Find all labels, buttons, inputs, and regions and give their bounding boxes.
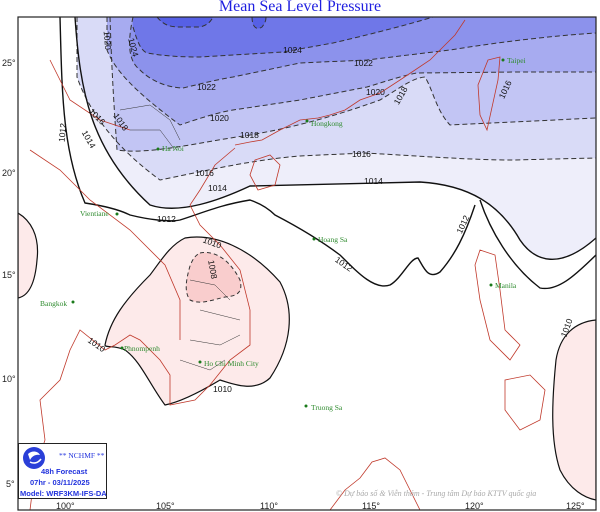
- contour-label: 1020: [366, 87, 385, 97]
- contour-label: 1024: [126, 37, 141, 58]
- contour-label: 1014: [364, 176, 383, 186]
- lat-tick: 20°: [2, 168, 16, 178]
- contour-label: 1024: [283, 45, 302, 55]
- lon-tick: 125°: [566, 501, 585, 511]
- isobar-1022: [129, 17, 596, 89]
- city-marker: [501, 58, 505, 62]
- lat-tick: 5°: [6, 479, 15, 489]
- province-borders: [119, 104, 241, 371]
- contour-label: 1016: [352, 149, 371, 159]
- city-label: Hoang Sa: [318, 235, 348, 244]
- map-frame: [17, 16, 597, 511]
- lon-tick: 105°: [156, 501, 175, 511]
- contour-label: 1012: [157, 214, 176, 224]
- forecast-label: 48h Forecast: [41, 467, 88, 476]
- contour-label: 1020: [102, 31, 114, 51]
- city-marker: [71, 300, 75, 304]
- city-label: Taipei: [507, 56, 526, 65]
- contour-label: 1012: [57, 122, 69, 142]
- agency-label: ** NCHMF **: [59, 451, 105, 460]
- city-marker: [305, 119, 309, 123]
- city-marker: [156, 147, 160, 151]
- lon-tick: 120°: [465, 501, 484, 511]
- low-west: [18, 212, 39, 299]
- city-label: Ha Noi: [162, 144, 184, 153]
- forecast-legend: ** NCHMF ** 48h Forecast 07hr - 03/11/20…: [18, 443, 107, 499]
- band-1010: [104, 236, 290, 406]
- city-marker: [304, 404, 308, 408]
- city-label: Truong Sa: [311, 403, 343, 412]
- lon-tick: 100°: [56, 501, 75, 511]
- city-marker: [489, 283, 493, 287]
- city-label: Vientiane: [80, 209, 109, 218]
- contour-label: 1010: [213, 384, 232, 394]
- coastline-china: [234, 19, 466, 146]
- band-1024: [133, 17, 433, 57]
- lat-tick: 25°: [2, 58, 16, 68]
- city-label: Manila: [495, 281, 517, 290]
- contour-label: 1022: [354, 58, 373, 68]
- coastline-taiwan: [477, 56, 501, 132]
- contour-label: 1020: [210, 113, 229, 123]
- low-east: [552, 319, 596, 501]
- contour-label: 1022: [197, 82, 216, 92]
- coastline-borneo: [329, 457, 421, 510]
- lat-tick: 15°: [2, 270, 16, 280]
- model-label: Model: WRF3KM-IFS-DA: [20, 489, 107, 498]
- map-title: Mean Sea Level Pressure: [218, 0, 382, 15]
- city-label: Ho Chi Minh City: [204, 359, 259, 368]
- lon-tick: 115°: [362, 501, 380, 511]
- city-label: Bangkok: [40, 299, 67, 308]
- border-laos-thailand: [29, 59, 181, 340]
- isobar-1024: [132, 17, 434, 58]
- city-marker: [198, 360, 202, 364]
- city-marker: [312, 237, 316, 241]
- contour-label: 1014: [208, 183, 227, 193]
- isobar-1018: [109, 17, 596, 152]
- contour-label: 1016: [195, 168, 214, 178]
- band-1008: [185, 251, 242, 303]
- city-marker: [115, 212, 119, 216]
- copyright-text: © Dự báo số & Viễn thám - Trung tâm Dự b…: [336, 489, 537, 498]
- coastline-luzon: [474, 249, 521, 361]
- coastline-mindanao: [504, 374, 546, 431]
- isobar-1012: [59, 17, 596, 290]
- lon-tick: 110°: [260, 501, 278, 511]
- coastline-hainan: [249, 154, 281, 191]
- contour-label: 1018: [240, 130, 259, 140]
- valid-time-label: 07hr - 03/11/2025: [30, 478, 90, 487]
- nchmf-logo-icon: [23, 447, 45, 469]
- city-marker: [120, 346, 124, 350]
- city-label: Phnompenh: [124, 344, 160, 353]
- isobar-1026: [156, 17, 267, 29]
- city-label: Hongkong: [311, 119, 343, 128]
- contour-label: 1008: [206, 259, 219, 280]
- band-1026: [157, 17, 266, 29]
- isobar-1014: [74, 17, 596, 260]
- isobar-1020: [106, 17, 596, 126]
- lat-tick: 10°: [2, 374, 16, 384]
- coastline-vietnam: [29, 147, 251, 510]
